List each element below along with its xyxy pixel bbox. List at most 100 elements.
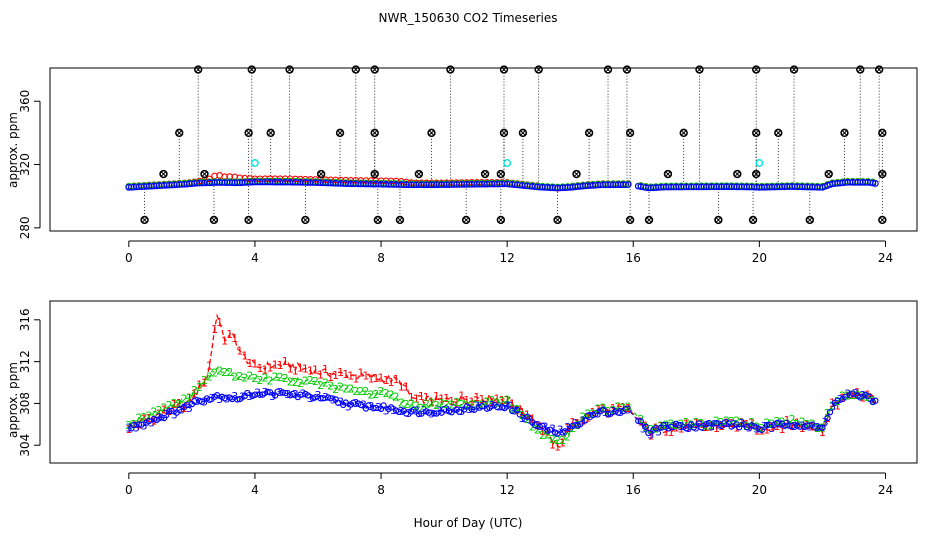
top-black-marker-cross — [879, 171, 885, 177]
top-black-marker-cross — [520, 130, 526, 136]
top-black-marker — [878, 215, 887, 225]
top-black-marker-cross — [142, 217, 147, 223]
top-black-marker — [518, 128, 528, 138]
series-3-point — [506, 401, 513, 408]
series-1-point: 1 — [804, 419, 811, 432]
series-2-point: 2 — [367, 388, 374, 401]
top-marks — [125, 65, 887, 225]
series-2-point: 2 — [428, 397, 435, 410]
series-3-point: 3 — [186, 402, 193, 415]
figure-title: NWR_150630 CO2 Timeseries — [379, 11, 558, 25]
series-2-point: 2 — [231, 371, 238, 384]
series-3-point: 3 — [852, 387, 859, 400]
series-3-point: 3 — [231, 390, 238, 403]
top-black-marker — [244, 215, 253, 225]
series-2-point: 2 — [302, 374, 309, 387]
series-2-point: 2 — [267, 374, 274, 387]
series-3-point — [264, 388, 271, 396]
series-3-point: 3 — [746, 421, 753, 434]
top-black-marker — [496, 169, 506, 179]
series-1-point: 1 — [763, 423, 770, 436]
top-black-marker — [370, 128, 379, 138]
series-1-point: 1 — [413, 392, 420, 405]
series-2-point: 2 — [145, 410, 152, 423]
series-3-point — [418, 410, 425, 417]
top-black-marker — [461, 215, 471, 225]
series-2-point: 2 — [357, 385, 364, 398]
top-black-marker-cross — [429, 130, 434, 136]
series-1-point: 1 — [774, 420, 781, 433]
series-2-point: 2 — [728, 415, 735, 428]
series-1-point: 1 — [489, 396, 496, 409]
series-2-point: 2 — [834, 395, 841, 408]
bottom-x-tick-label: 24 — [878, 483, 893, 497]
bottom-x-tick-label: 4 — [251, 483, 259, 497]
series-2-point: 2 — [256, 374, 263, 387]
series-3-point — [448, 409, 455, 416]
series-3-point — [456, 408, 463, 415]
series-1-point: 1 — [637, 415, 644, 428]
series-2-point: 2 — [448, 398, 455, 411]
series-3-point — [728, 423, 735, 430]
series-1-point: 1 — [262, 364, 269, 377]
series-2-point: 2 — [559, 434, 566, 447]
top-black-marker-cross — [161, 171, 166, 177]
series-1-point: 1 — [509, 397, 516, 410]
series-3-point — [667, 423, 675, 431]
top-x-tick-label: 16 — [626, 251, 641, 265]
series-3-point: 3 — [345, 401, 352, 414]
top-x-tick-label: 20 — [752, 251, 767, 265]
series-1-point: 1 — [478, 393, 485, 406]
series-1-point: 1 — [713, 422, 720, 435]
series-2-point: 2 — [171, 397, 178, 410]
top-y-tick-label: 320 — [18, 153, 32, 176]
series-2-point: 2 — [534, 424, 541, 437]
series-2-point: 2 — [161, 402, 168, 415]
series-2-point: 2 — [478, 399, 485, 412]
series-1-point: 1 — [610, 402, 617, 415]
series-2-point: 2 — [599, 401, 606, 414]
top-black-marker — [266, 128, 275, 138]
top-cyan-point — [251, 159, 259, 167]
top-panel: approx. ppm 0 4 8 12 16 20 24 280 320 360 — [6, 65, 918, 265]
top-black-marker — [695, 65, 704, 74]
top-black-marker-cross — [303, 217, 308, 223]
series-3-point — [645, 429, 652, 437]
top-black-marker-cross — [211, 217, 217, 223]
series-1-point: 1 — [708, 420, 715, 433]
series-3-point — [683, 425, 690, 432]
top-black-marker — [805, 215, 815, 225]
series-1-point: 1 — [156, 407, 163, 420]
series-1-point: 1 — [372, 372, 379, 385]
series-3-point — [864, 393, 872, 400]
series-1-point: 1 — [322, 363, 329, 376]
top-black-marker-cross — [372, 130, 378, 136]
series-2-point: 2 — [615, 401, 622, 414]
series-1-point: 1 — [625, 402, 632, 415]
series-2-point: 2 — [708, 419, 715, 432]
series-1-point: 1 — [277, 359, 284, 372]
series-3-point — [819, 424, 826, 431]
top-blue-point — [871, 180, 879, 187]
series-2-point: 2 — [130, 418, 137, 431]
series-2-point: 2 — [489, 394, 496, 407]
top-axes: 0 4 8 12 16 20 24 280 320 360 — [18, 90, 893, 265]
series-1-point: 1 — [282, 355, 289, 368]
series-3-point — [690, 424, 697, 431]
series-3-point: 3 — [768, 422, 775, 435]
series-1-point: 1 — [176, 397, 183, 410]
series-3-point — [642, 423, 650, 431]
series-2-point: 2 — [307, 374, 314, 387]
series-3-point — [841, 393, 849, 401]
series-3-point — [135, 421, 143, 428]
top-black-marker-cross — [574, 171, 579, 177]
series-3-point: 3 — [867, 392, 874, 405]
top-black-marker — [247, 65, 256, 74]
top-black-marker-cross — [879, 130, 885, 136]
series-1-point: 1 — [718, 420, 725, 433]
series-1-point: 1 — [519, 406, 526, 419]
series-2-point: 2 — [312, 375, 319, 388]
series-1-point: 1 — [267, 362, 274, 375]
series-2-point: 2 — [383, 387, 390, 400]
series-3-point: 3 — [178, 403, 185, 416]
